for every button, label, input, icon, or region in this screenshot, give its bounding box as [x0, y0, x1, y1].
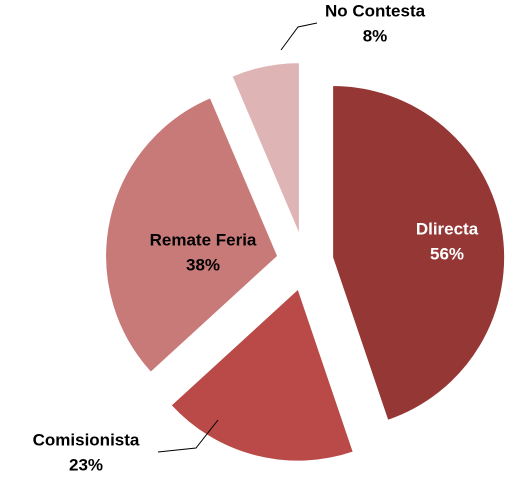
pie-slice	[105, 97, 279, 373]
pie-slice	[332, 84, 506, 421]
slice-label: No Contesta	[325, 1, 426, 20]
slice-label: Dlirecta	[416, 219, 479, 238]
leader-line	[157, 419, 219, 453]
slice-label: Comisionista	[33, 430, 140, 449]
pie-slice	[231, 62, 300, 235]
pie-slice	[170, 288, 354, 462]
slice-value-label: 38%	[186, 255, 220, 274]
slice-value-label: 8%	[363, 26, 388, 45]
slice-value-label: 23%	[69, 455, 103, 474]
slice-value-label: 56%	[430, 244, 464, 263]
leader-line	[280, 22, 318, 51]
slice-label: Remate Feria	[150, 230, 257, 249]
